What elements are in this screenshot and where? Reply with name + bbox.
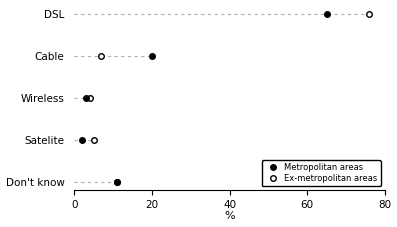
Legend: Metropolitan areas, Ex-metropolitan areas: Metropolitan areas, Ex-metropolitan area…	[262, 160, 381, 186]
X-axis label: %: %	[224, 211, 235, 222]
